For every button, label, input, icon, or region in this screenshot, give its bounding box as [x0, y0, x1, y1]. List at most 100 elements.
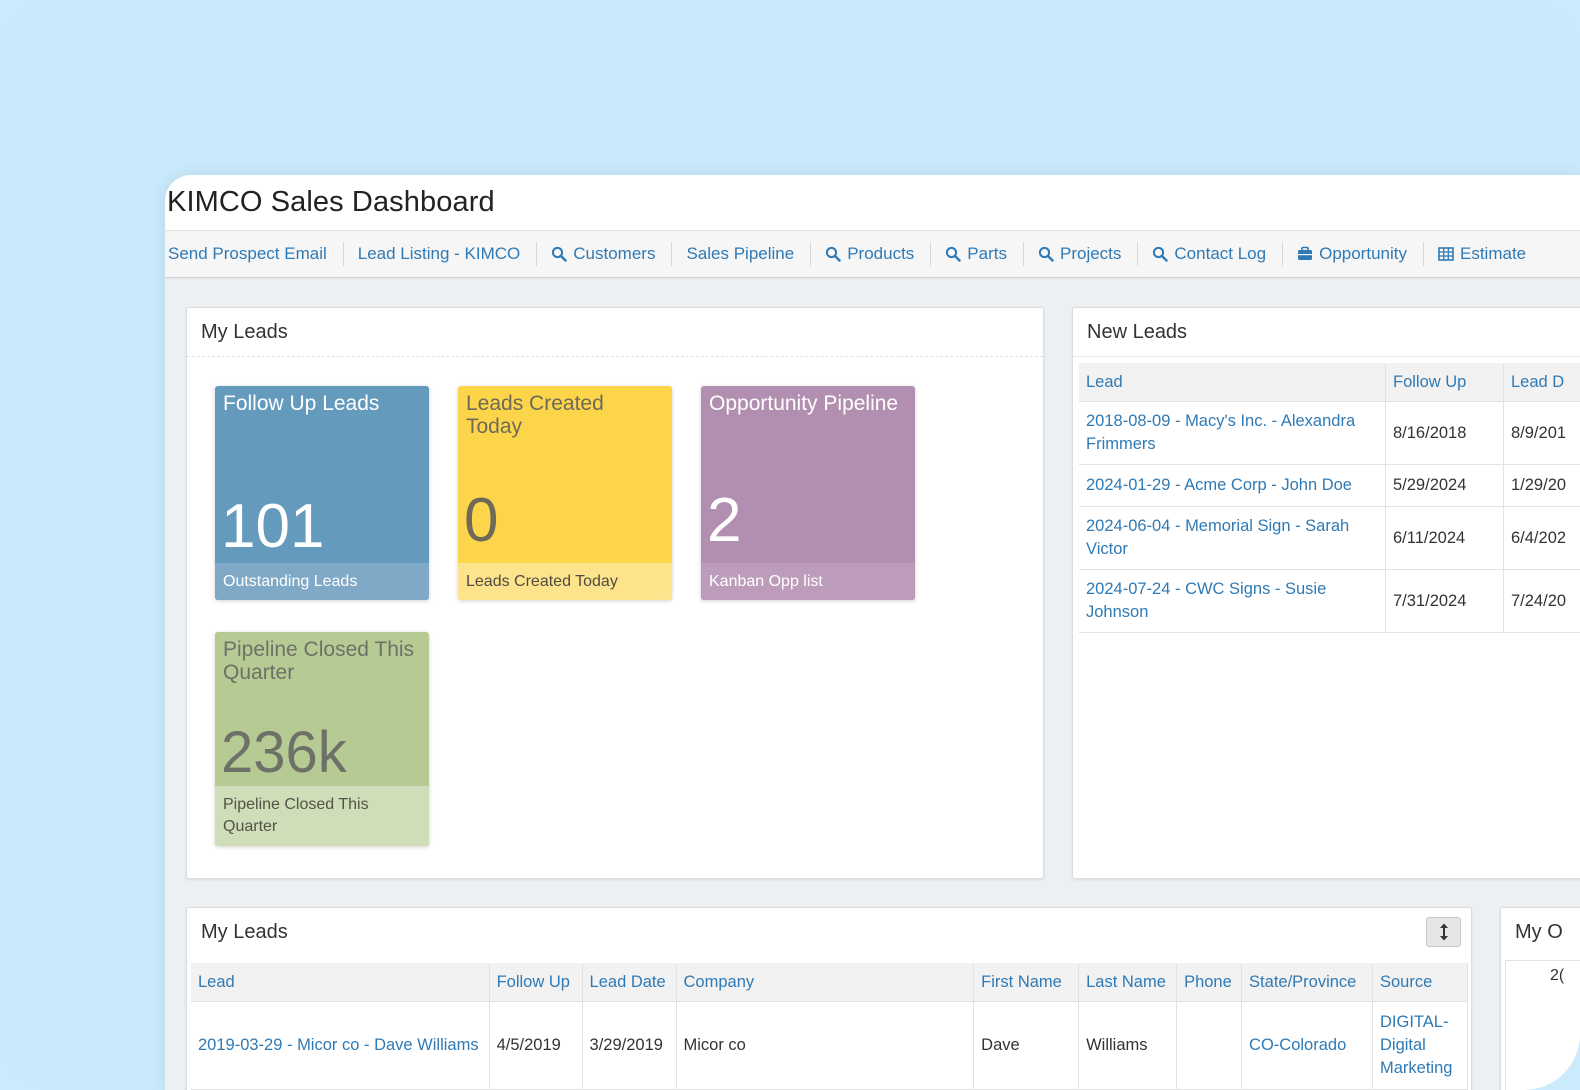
column-header-company[interactable]: Company [676, 963, 975, 1002]
follow-up-cell: 5/29/2024 [1385, 464, 1504, 507]
panel-title: My Leads [201, 921, 288, 943]
panel-title: New Leads [1073, 308, 1580, 357]
first-name-cell: Dave [973, 1001, 1080, 1090]
column-header-lead[interactable]: Lead [191, 963, 490, 1002]
nav-products[interactable]: Products [811, 242, 932, 266]
column-header-phone[interactable]: Phone [1176, 963, 1243, 1002]
nav-contact-log[interactable]: Contact Log [1138, 242, 1284, 266]
table-header-row: Lead Follow Up Lead Date Company First N… [191, 963, 1469, 1002]
resize-button[interactable] [1426, 917, 1461, 947]
my-leads-table-panel: My Leads Lead Follow Up Lead Date Compan… [186, 907, 1472, 1090]
nav-customers[interactable]: Customers [537, 242, 673, 266]
tile-footer: Outstanding Leads [215, 563, 429, 600]
lead-link[interactable]: 2018-08-09 - Macy's Inc. - Alexandra Fri… [1079, 401, 1386, 465]
nav-label: Parts [967, 244, 1007, 263]
title-bar: KIMCO Sales Dashboard [165, 175, 1580, 230]
follow-up-cell: 6/11/2024 [1385, 506, 1504, 570]
page-title: KIMCO Sales Dashboard [167, 186, 495, 218]
column-header-source[interactable]: Source [1372, 963, 1469, 1002]
column-header-first-name[interactable]: First Name [973, 963, 1080, 1002]
nav-send-prospect-email[interactable]: Send Prospect Email [165, 242, 344, 266]
my-leads-tiles-panel: My Leads Follow Up Leads 101 Outstanding… [186, 307, 1044, 879]
table-icon [1438, 246, 1454, 262]
lead-date-cell: 7/24/20 [1503, 569, 1580, 633]
nav-label: Customers [573, 244, 656, 263]
search-icon [945, 246, 961, 262]
lead-link[interactable]: 2019-03-29 - Micor co - Dave Williams [191, 1001, 490, 1090]
column-header-state[interactable]: State/Province [1241, 963, 1373, 1002]
vertical-arrows-icon [1439, 923, 1449, 941]
table-row: 2018-08-09 - Macy's Inc. - Alexandra Fri… [1079, 401, 1580, 465]
briefcase-icon [1297, 246, 1313, 262]
follow-up-cell: 8/16/2018 [1385, 401, 1504, 465]
tile-value: 236k [221, 720, 347, 785]
nav-parts[interactable]: Parts [931, 242, 1024, 266]
lead-date-cell: 1/29/20 [1503, 464, 1580, 507]
tile-title: Opportunity Pipeline [709, 392, 899, 415]
follow-up-cell: 4/5/2019 [489, 1001, 583, 1090]
nav-estimate[interactable]: Estimate [1424, 242, 1542, 266]
column-header-lead[interactable]: Lead [1079, 363, 1386, 402]
panel-title: My Leads [187, 308, 1043, 357]
table-header-row: Lead Follow Up Lead D [1079, 363, 1580, 402]
pipeline-closed-quarter-tile[interactable]: Pipeline Closed This Quarter 236k Pipeli… [215, 632, 429, 846]
tile-title: Leads Created Today [466, 392, 604, 438]
tile-title: Pipeline Closed This Quarter [223, 638, 415, 684]
column-header-follow-up[interactable]: Follow Up [489, 963, 583, 1002]
nav-label: Projects [1059, 244, 1122, 263]
leads-created-today-tile[interactable]: Leads Created Today 0 Leads Created Toda… [458, 386, 672, 600]
table-row: 2024-06-04 - Memorial Sign - Sarah Victo… [1079, 506, 1580, 570]
nav-opportunity[interactable]: Opportunity [1283, 242, 1424, 266]
last-name-cell: Williams [1078, 1001, 1178, 1090]
search-icon [551, 246, 567, 262]
nav-label: Opportunity [1319, 244, 1407, 263]
column-header-last-name[interactable]: Last Name [1078, 963, 1178, 1002]
lead-date-cell: 3/29/2019 [582, 1001, 677, 1090]
tile-footer: Leads Created Today [458, 563, 672, 600]
company-cell: Micor co [676, 1001, 975, 1090]
nav-label: Products [847, 244, 915, 263]
follow-up-leads-tile[interactable]: Follow Up Leads 101 Outstanding Leads [215, 386, 429, 600]
partial-content-box: 2( [1505, 960, 1580, 1090]
column-header-lead-date[interactable]: Lead D [1503, 363, 1580, 402]
partial-value: 2( [1550, 967, 1565, 984]
nav-bar: Send Prospect Email Lead Listing - KIMCO… [165, 230, 1580, 278]
search-icon [1152, 246, 1169, 262]
nav-sales-pipeline[interactable]: Sales Pipeline [672, 242, 812, 266]
nav-lead-listing[interactable]: Lead Listing - KIMCO [344, 242, 538, 266]
table-row: 2024-07-24 - CWC Signs - Susie Johnson 7… [1079, 569, 1580, 633]
table-row: 2024-01-29 - Acme Corp - John Doe 5/29/2… [1079, 464, 1580, 507]
new-leads-table: Lead Follow Up Lead D 2018-08-09 - Macy'… [1079, 363, 1580, 633]
lead-date-cell: 6/4/202 [1503, 506, 1580, 570]
my-opportunities-panel: My O 2( [1500, 907, 1580, 1090]
tile-footer: Pipeline Closed This Quarter [215, 786, 429, 846]
lead-date-cell: 8/9/201 [1503, 401, 1580, 465]
panel-title: My O [1515, 921, 1563, 943]
column-header-lead-date[interactable]: Lead Date [582, 963, 677, 1002]
nav-label: Send Prospect Email [168, 244, 327, 263]
column-header-follow-up[interactable]: Follow Up [1385, 363, 1504, 402]
tile-value: 2 [707, 486, 742, 555]
nav-label: Contact Log [1174, 244, 1267, 263]
tile-title: Follow Up Leads [223, 392, 380, 415]
tile-footer: Kanban Opp list [701, 563, 915, 600]
search-icon [825, 246, 841, 262]
lead-link[interactable]: 2024-07-24 - CWC Signs - Susie Johnson [1079, 569, 1386, 633]
follow-up-cell: 7/31/2024 [1385, 569, 1504, 633]
nav-label: Estimate [1459, 244, 1527, 263]
tile-value: 101 [221, 492, 325, 561]
source-link[interactable]: DIGITAL-Digital Marketing [1372, 1001, 1469, 1090]
phone-cell [1176, 1001, 1243, 1090]
my-leads-table: Lead Follow Up Lead Date Company First N… [191, 963, 1469, 1090]
nav-projects[interactable]: Projects [1024, 242, 1139, 266]
new-leads-panel: New Leads Lead Follow Up Lead D 2018-08-… [1072, 307, 1580, 879]
lead-link[interactable]: 2024-06-04 - Memorial Sign - Sarah Victo… [1079, 506, 1386, 570]
opportunity-pipeline-tile[interactable]: Opportunity Pipeline 2 Kanban Opp list [701, 386, 915, 600]
search-icon [1038, 246, 1054, 262]
lead-link[interactable]: 2024-01-29 - Acme Corp - John Doe [1079, 464, 1386, 507]
state-link[interactable]: CO-Colorado [1241, 1001, 1373, 1090]
app-window: KIMCO Sales Dashboard Send Prospect Emai… [165, 175, 1580, 1090]
nav-label: Sales Pipeline [686, 244, 795, 263]
table-row: 2019-03-29 - Micor co - Dave Williams 4/… [191, 1001, 1469, 1090]
